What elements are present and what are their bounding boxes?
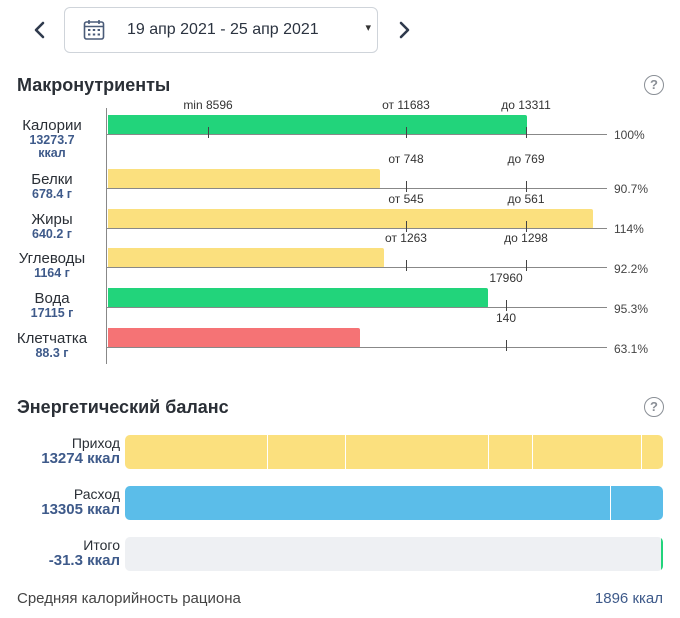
target-tick-label: до 561: [507, 192, 545, 206]
macro-name: Калории: [22, 117, 82, 134]
macro-value: 640.2 г: [32, 226, 72, 241]
macro-value: 1164 г: [34, 265, 70, 280]
date-navigation: 19 апр 2021 - 25 апр 2021 ▾: [0, 0, 680, 64]
carbs-row: от 1263 до 1298: [107, 231, 607, 277]
macro-bar: [108, 209, 593, 229]
total-bar: [125, 537, 663, 571]
target-tick: [526, 221, 527, 232]
total-name: Итого: [83, 537, 120, 553]
protein-row: от 748 до 769: [107, 152, 607, 198]
bar-segment-divider: [267, 435, 268, 469]
target-tick-label: до 769: [507, 152, 545, 166]
macro-value: 17115 г: [30, 305, 74, 320]
water-row: 17960: [107, 271, 607, 317]
macro-bar: [108, 248, 384, 268]
target-tick: [526, 127, 527, 138]
chevron-right-icon[interactable]: [392, 18, 416, 42]
calories-row: min 8596 от 11683 до 13311: [107, 98, 607, 144]
target-tick-label: 140: [495, 311, 517, 325]
macro-name: Вода: [34, 290, 70, 307]
fat-label: Жиры 640.2 г: [0, 212, 104, 241]
target-tick-label: от 11683: [382, 98, 430, 112]
expense-label: Расход 13305 ккал: [0, 486, 120, 519]
target-tick: [506, 300, 507, 311]
protein-percent: 90.7%: [614, 182, 649, 196]
macro-bar: [108, 169, 380, 189]
date-range-text: 19 апр 2021 - 25 апр 2021: [127, 21, 319, 38]
macro-unit: ккал: [38, 145, 66, 160]
fat-percent: 114%: [614, 222, 644, 236]
macro-name: Белки: [31, 171, 73, 188]
macro-bar: [108, 115, 527, 135]
date-range-select[interactable]: 19 апр 2021 - 25 апр 2021 ▾: [64, 7, 378, 53]
help-icon[interactable]: ?: [644, 75, 664, 95]
fat-row: от 545 до 561: [107, 192, 607, 238]
target-tick-label: от 748: [388, 152, 424, 166]
energy-balance-title: Энергетический баланс: [17, 397, 229, 417]
row-baseline: [107, 188, 607, 189]
row-baseline: [107, 134, 607, 135]
total-label: Итого -31.3 ккал: [0, 537, 120, 570]
macro-value: 88.3 г: [35, 345, 69, 360]
bar-segment-divider: [641, 435, 642, 469]
expense-bar: [125, 486, 663, 520]
bar-segment-divider: [488, 435, 489, 469]
target-tick: [506, 340, 507, 351]
carbs-percent: 92.2%: [614, 262, 649, 276]
target-tick-label: от 545: [388, 192, 424, 206]
carbs-label: Углеводы 1164 г: [0, 251, 104, 280]
income-bar: [125, 435, 663, 469]
row-baseline: [107, 307, 607, 308]
fiber-row: 140: [107, 311, 607, 357]
row-baseline: [107, 228, 607, 229]
fiber-percent: 63.1%: [614, 342, 649, 356]
expense-value: 13305 ккал: [41, 501, 120, 519]
income-label: Приход 13274 ккал: [0, 435, 120, 468]
bar-segment-divider: [532, 435, 533, 469]
bar-segment-divider: [345, 435, 346, 469]
bar-segment-divider: [610, 486, 611, 520]
target-tick-label: 17960: [489, 271, 523, 285]
expense-name: Расход: [73, 486, 120, 502]
help-icon[interactable]: ?: [644, 397, 664, 417]
target-tick: [406, 127, 407, 138]
income-value: 13274 ккал: [41, 450, 120, 468]
water-percent: 95.3%: [614, 302, 649, 316]
target-tick-label: до 13311: [501, 98, 551, 112]
calories-label: Калории 13273.7 ккал: [0, 118, 104, 160]
target-tick: [208, 127, 209, 138]
caret-down-icon: ▾: [365, 22, 371, 34]
target-tick: [526, 181, 527, 192]
average-calories-value: 1896 ккал: [594, 590, 663, 607]
macro-value: 13273.7: [29, 132, 75, 147]
protein-label: Белки 678.4 г: [0, 172, 104, 201]
row-baseline: [107, 347, 607, 348]
target-tick: [526, 260, 527, 271]
water-label: Вода 17115 г: [0, 291, 104, 320]
macro-bar: [108, 288, 488, 308]
target-tick-label: до 1298: [504, 231, 548, 245]
target-tick: [406, 260, 407, 271]
macro-bar: [108, 328, 360, 348]
row-baseline: [107, 267, 607, 268]
target-tick-label: от 1263: [385, 231, 427, 245]
total-value: -31.3 ккал: [48, 552, 120, 570]
chart-axis: [106, 108, 107, 364]
calendar-icon: [82, 18, 106, 42]
target-tick-label: min 8596: [183, 98, 233, 112]
fiber-label: Клетчатка 88.3 г: [0, 331, 104, 360]
macro-name: Углеводы: [18, 250, 86, 267]
macro-name: Жиры: [31, 211, 73, 228]
target-tick: [406, 181, 407, 192]
chevron-left-icon[interactable]: [28, 18, 52, 42]
target-tick: [406, 221, 407, 232]
income-name: Приход: [71, 435, 120, 451]
macro-name: Клетчатка: [16, 330, 88, 347]
average-calories-label: Средняя калорийность рациона: [17, 590, 241, 607]
calories-percent: 100%: [614, 128, 645, 142]
total-bar-indicator: [661, 537, 663, 571]
macro-value: 678.4 г: [32, 186, 72, 201]
macronutrients-title: Макронутриенты: [17, 75, 171, 95]
